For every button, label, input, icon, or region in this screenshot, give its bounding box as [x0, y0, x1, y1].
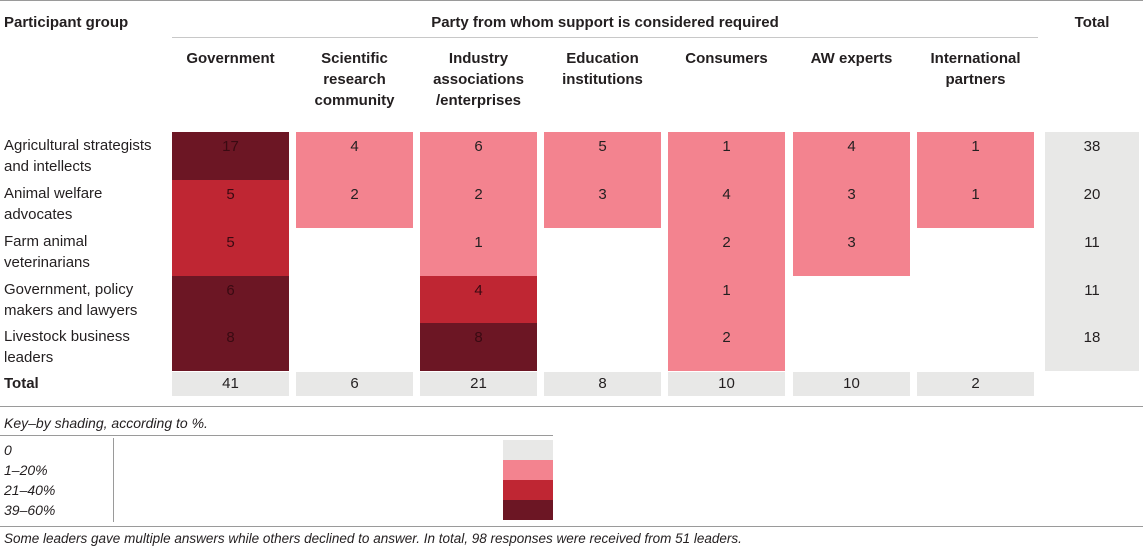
column-header-line: /enterprises	[435, 92, 522, 109]
data-cell: 6	[172, 276, 289, 324]
data-cell: 6	[420, 132, 537, 180]
row-label-line: makers and lawyers	[4, 302, 138, 319]
column-header: Government	[172, 48, 289, 69]
column-header: Scientific research community	[296, 48, 413, 111]
data-cell: 4	[668, 180, 785, 228]
data-cell: 1	[668, 132, 785, 180]
row-label-line: Animal welfare	[4, 185, 103, 202]
data-cell: 2	[420, 180, 537, 228]
key-divider	[113, 438, 114, 522]
totals-rule	[0, 406, 1143, 407]
column-header: AW experts	[793, 48, 910, 69]
data-cell: 4	[420, 276, 537, 324]
column-header: Education institutions	[544, 48, 661, 90]
column-header-line: Government	[186, 50, 275, 67]
data-cell: 3	[793, 180, 910, 228]
row-total-cell: 18	[1045, 323, 1139, 371]
data-cell: 8	[420, 323, 537, 371]
data-cell: 4	[296, 132, 413, 180]
data-cell: 1	[420, 228, 537, 276]
key-rule	[0, 435, 553, 436]
column-header: Consumers	[668, 48, 785, 69]
column-total-cell: 8	[544, 372, 661, 396]
column-header-line: research	[323, 71, 386, 88]
data-cell: 1	[917, 132, 1034, 180]
column-header-line: Scientific	[321, 50, 388, 67]
row-label-line: leaders	[4, 349, 54, 366]
totals-row-label: Total	[4, 375, 39, 392]
data-cell: 4	[793, 132, 910, 180]
total-header: Total	[1074, 14, 1110, 31]
row-label-line: Livestock business	[4, 328, 130, 345]
column-header: Industry associations/enterprises	[420, 48, 537, 111]
key-title: Key–by shading, according to %.	[4, 415, 208, 431]
column-total-cell: 41	[172, 372, 289, 396]
data-cell: 2	[668, 323, 785, 371]
column-header-line: institutions	[562, 71, 643, 88]
data-cell: 5	[172, 180, 289, 228]
row-label-line: Government, policy	[4, 281, 134, 298]
data-cell: 1	[917, 180, 1034, 228]
column-header-line: partners	[945, 71, 1006, 88]
party-rule	[172, 37, 1038, 38]
row-label-line: and intellects	[4, 158, 92, 175]
key-swatch-high	[503, 500, 553, 520]
key-swatch-mid	[503, 480, 553, 500]
row-label-line: Agricultural strategists	[4, 137, 152, 154]
data-cell: 2	[296, 180, 413, 228]
row-label: Government, policy makers and lawyers	[4, 279, 137, 321]
key-swatch-low	[503, 460, 553, 480]
column-header-line: International	[930, 50, 1021, 67]
key-item-3: 39–60%	[4, 502, 56, 518]
row-label-line: veterinarians	[4, 254, 90, 271]
row-total-cell: 20	[1045, 180, 1139, 228]
column-total-cell: 10	[793, 372, 910, 396]
column-header: International partners	[917, 48, 1034, 90]
key-item-0: 0	[4, 442, 12, 458]
column-header-line: Industry	[448, 50, 509, 67]
data-cell: 5	[544, 132, 661, 180]
column-total-cell: 21	[420, 372, 537, 396]
row-label: Livestock business leaders	[4, 326, 130, 368]
row-total-cell: 11	[1045, 276, 1139, 324]
column-header-line: Consumers	[685, 50, 768, 67]
footnote: Some leaders gave multiple answers while…	[4, 531, 742, 546]
column-header-line: associations	[433, 71, 524, 88]
column-total-cell: 6	[296, 372, 413, 396]
top-rule	[0, 0, 1143, 1]
row-label: Agricultural strategists and intellects	[4, 135, 152, 177]
data-cell: 2	[668, 228, 785, 276]
column-header-line: AW experts	[810, 50, 893, 67]
data-cell: 5	[172, 228, 289, 276]
data-cell: 3	[544, 180, 661, 228]
data-cell: 1	[668, 276, 785, 324]
column-header-line: Education	[566, 50, 639, 67]
row-total-cell: 38	[1045, 132, 1139, 180]
row-label: Animal welfare advocates	[4, 183, 102, 225]
data-cell: 17	[172, 132, 289, 180]
row-label-line: Farm animal	[4, 233, 88, 250]
data-cell: 3	[793, 228, 910, 276]
column-total-cell: 2	[917, 372, 1034, 396]
column-header-line: community	[314, 92, 395, 109]
footnote-rule	[0, 526, 1143, 527]
participant-group-header: Participant group	[4, 14, 129, 31]
key-item-2: 21–40%	[4, 482, 56, 498]
party-header: Party from whom support is considered re…	[431, 14, 779, 31]
data-cell: 8	[172, 323, 289, 371]
key-swatch-none	[503, 440, 553, 460]
column-total-cell: 10	[668, 372, 785, 396]
row-total-cell: 11	[1045, 228, 1139, 276]
row-label-line: advocates	[4, 206, 73, 223]
row-label: Farm animal veterinarians	[4, 231, 90, 273]
key-item-1: 1–20%	[4, 462, 48, 478]
